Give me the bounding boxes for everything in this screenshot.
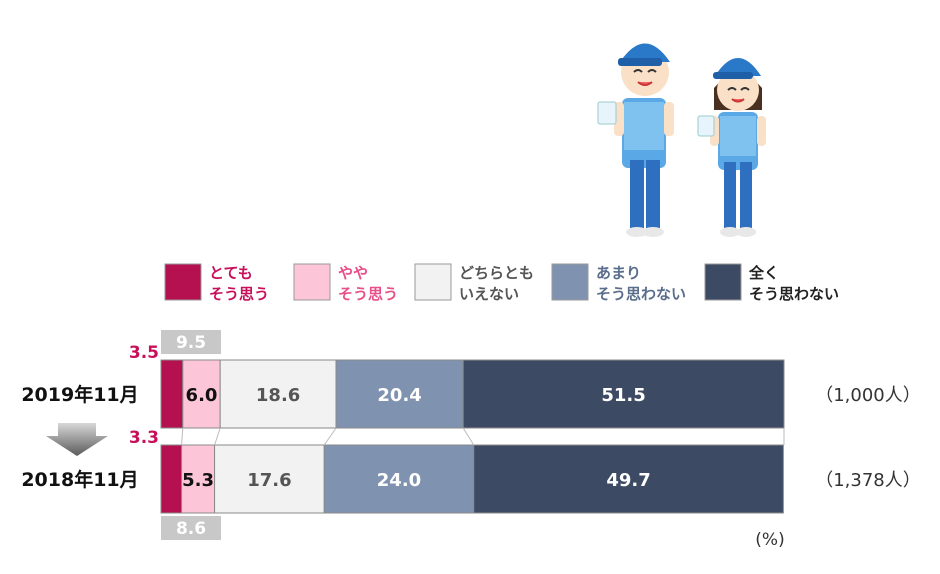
legend-swatch [293,263,331,301]
subtotal-label: 9.5 [176,333,206,353]
bar-segment [160,359,184,429]
connector-line [214,427,221,446]
data-label: 5.3 [182,470,214,491]
data-label: 3.5 [129,343,159,363]
subtotal-box [161,516,221,540]
connector-line [323,427,337,446]
legend-label: とても [209,264,253,282]
legend-swatch [704,263,742,301]
data-label: 18.6 [256,385,300,406]
connector-line [181,427,184,446]
staff-woman-icon [697,58,766,237]
data-label: 49.7 [606,470,650,491]
sample-size-label: （1,000人） [815,385,921,406]
sample-size-label: （1,378人） [815,470,921,491]
bar-segment [473,444,784,514]
connector-line [462,427,475,446]
data-label: 24.0 [377,470,421,491]
data-label: 17.6 [247,470,291,491]
bar-segment [214,444,325,514]
bar-segment [462,359,785,429]
legend-label: やや [338,264,368,282]
subtotal-label: 8.6 [176,519,206,539]
down-arrow-icon [46,423,108,456]
legend-swatch [551,263,589,301]
bars [160,359,785,514]
legend-swatch [414,263,452,301]
data-label: 3.3 [129,428,159,448]
bar-segment [160,444,183,514]
row-labels: 2019年11月 （1,000人） 2018年11月 （1,378人） [21,383,920,491]
legend-label: そう思わない [596,285,686,303]
subtotal-box [161,330,221,354]
legend-label: そう思う [338,285,398,303]
legend-label: そう思う [209,285,269,303]
legend-label: 全く [748,264,779,282]
row-label: 2019年11月 [21,383,138,406]
two-staff-holding-cups-icon [597,43,766,237]
bar-segment [323,444,475,514]
legend-swatch [164,263,202,301]
legend-label: そう思わない [749,285,839,303]
legend-label: いえない [459,285,519,303]
data-label: 6.0 [186,385,218,406]
bar-segment [182,359,221,429]
unit-label: (%) [755,530,784,550]
bar-segment [181,444,216,514]
legend-label: どちらとも [459,264,534,282]
row-label: 2018年11月 [21,468,138,491]
value-labels: 3.5 6.0 18.6 20.4 51.5 3.3 5.3 17.6 24.0 49.7 9.5 8… [129,330,651,540]
bar-segment [335,359,464,429]
legend-label: あまり [596,264,641,282]
connector-lines [181,427,785,446]
data-label: 20.4 [377,385,421,406]
data-label: 51.5 [601,385,645,406]
staff-man-icon [597,43,674,237]
bar-segment [219,359,337,429]
